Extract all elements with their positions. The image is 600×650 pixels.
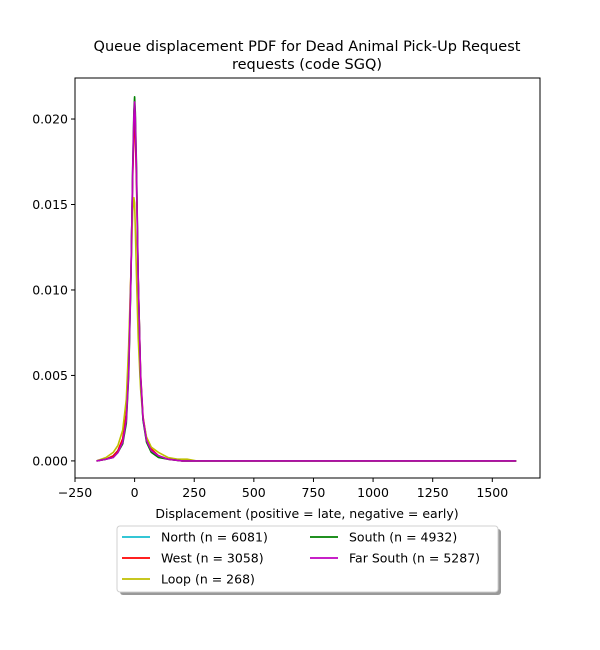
y-axis: 0.000 0.005 0.010 0.015 0.020 xyxy=(32,112,75,468)
x-tick-label: 1250 xyxy=(417,485,449,500)
legend-frame xyxy=(116,525,499,593)
series-line-north xyxy=(96,113,517,462)
legend-label: Loop (n = 268) xyxy=(161,572,255,587)
x-tick-label: 1000 xyxy=(357,485,389,500)
chart-title-line-2: requests (code SGQ) xyxy=(232,57,382,73)
x-axis-label: Displacement (positive = late, negative … xyxy=(155,506,458,521)
legend-label: South (n = 4932) xyxy=(349,530,457,545)
legend: North (n = 6081) West (n = 3058) Loop (n =… xyxy=(116,525,501,595)
y-tick-label: 0.005 xyxy=(32,368,68,383)
y-tick-label: 0.015 xyxy=(32,197,68,212)
x-tick-label: 750 xyxy=(302,485,326,500)
y-tick-label: 0.000 xyxy=(32,453,68,468)
plot-frame xyxy=(74,77,541,479)
x-tick-label: 500 xyxy=(242,485,266,500)
series-line-west xyxy=(96,119,517,462)
x-tick-label: 250 xyxy=(182,485,206,500)
y-tick-label: 0.020 xyxy=(32,112,68,127)
legend-label: West (n = 3058) xyxy=(161,551,264,566)
x-tick-label: 0 xyxy=(131,485,139,500)
y-tick-label: 0.010 xyxy=(32,282,68,297)
x-tick-label: 1500 xyxy=(476,485,508,500)
series-line-far-south xyxy=(96,101,517,462)
chart-title-line-1: Queue displacement PDF for Dead Animal P… xyxy=(94,39,521,55)
x-axis: −250 0 250 500 750 1000 1250 1500 xyxy=(58,478,508,500)
series-layer xyxy=(96,96,517,462)
legend-label: North (n = 6081) xyxy=(161,530,268,545)
legend-items: North (n = 6081) West (n = 3058) Loop (n =… xyxy=(122,530,480,587)
x-tick-label: −250 xyxy=(58,485,92,500)
series-line-loop xyxy=(96,196,517,462)
series-line-south xyxy=(96,96,517,462)
legend-label: Far South (n = 5287) xyxy=(349,551,480,566)
